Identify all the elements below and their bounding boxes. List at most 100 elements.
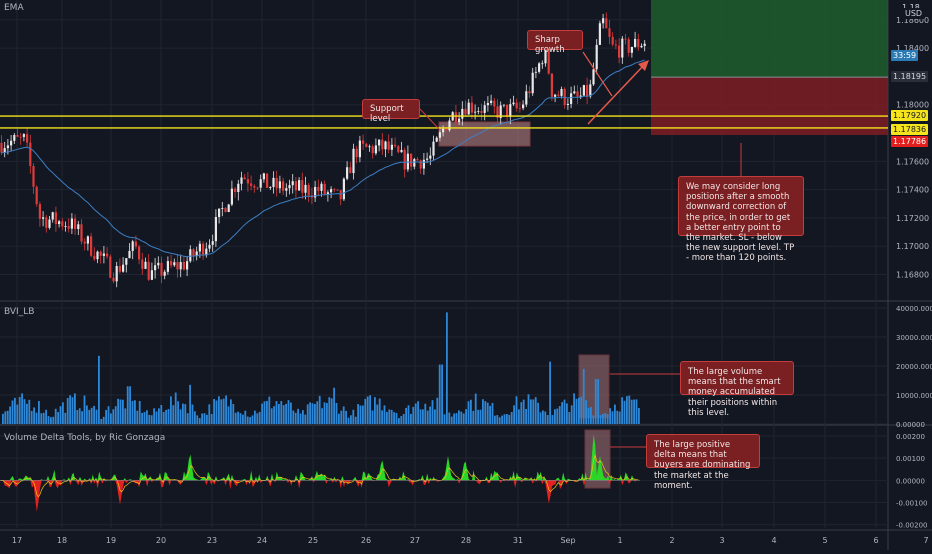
candle-body <box>554 94 557 97</box>
volume-axis-tick-label: 20000.00000 <box>896 363 932 371</box>
volume-bar <box>172 405 175 424</box>
candle-body <box>32 166 35 187</box>
volume-bar <box>530 399 532 424</box>
candle-body <box>35 186 38 205</box>
candle-body <box>336 189 339 191</box>
volume-bar <box>443 414 446 424</box>
candle-body <box>394 144 397 147</box>
candle-body <box>192 249 195 257</box>
volume-bar <box>477 409 479 424</box>
candle-body <box>67 226 70 229</box>
candle-body <box>637 38 640 48</box>
volume-bar <box>386 411 388 424</box>
volume-bar <box>515 396 518 424</box>
volume-bar <box>244 410 247 424</box>
candle-body <box>339 190 342 200</box>
volume-bar <box>626 396 628 424</box>
candle-body <box>480 111 483 113</box>
volume-bar <box>153 408 155 424</box>
volume-bar <box>544 411 547 424</box>
volume-bar <box>486 402 489 424</box>
candle-body <box>74 218 77 230</box>
candle-body <box>531 72 534 94</box>
candle-body <box>611 36 614 45</box>
volume-bar <box>249 417 251 424</box>
candle-body <box>22 134 25 137</box>
volume-bar <box>198 418 201 424</box>
candle-body <box>106 253 109 257</box>
volume-bar <box>506 414 508 424</box>
candle-body <box>189 249 192 262</box>
volume-bar <box>438 364 441 424</box>
candle-body <box>10 140 13 146</box>
volume-bar <box>494 415 496 424</box>
candle-body <box>51 212 54 220</box>
candle-body <box>90 236 93 256</box>
candle-body <box>346 167 349 179</box>
volume-bar <box>323 402 326 424</box>
candle-body <box>445 128 448 131</box>
candle-body <box>42 217 45 219</box>
candle-body <box>640 45 643 48</box>
candle-body <box>634 38 637 48</box>
candle-body <box>467 102 470 115</box>
volume-bar <box>448 412 451 424</box>
candle-body <box>128 250 131 259</box>
time-axis-tick-label: 4 <box>771 536 776 545</box>
volume-bar <box>186 413 189 424</box>
candle-body <box>304 184 307 193</box>
volume-bar <box>482 399 484 424</box>
candle-body <box>358 140 361 158</box>
volume-bar <box>338 413 340 424</box>
volume-bar <box>170 396 172 424</box>
volume-bar <box>9 406 11 424</box>
volume-axis-tick-label: 40000.00000 <box>896 305 932 313</box>
volume-bar <box>412 406 415 424</box>
volume-bar <box>225 395 227 424</box>
candle-body <box>96 251 99 260</box>
volume-bar <box>350 415 352 424</box>
volume-bar <box>191 404 194 424</box>
candle-body <box>112 277 115 282</box>
volume-bar <box>280 401 283 424</box>
time-axis-tick-label: 19 <box>106 536 116 545</box>
volume-bar <box>194 411 196 424</box>
volume-bar <box>460 411 463 424</box>
stop-loss-zone <box>651 77 888 135</box>
volume-bar <box>93 405 95 424</box>
candle-body <box>80 224 83 242</box>
support-level-callout: Support level <box>362 99 420 124</box>
volume-bar <box>388 409 391 424</box>
volume-bar <box>558 406 561 424</box>
volume-bar <box>422 409 424 424</box>
volume-bar <box>393 412 395 424</box>
volume-bar <box>436 397 439 424</box>
candle-body <box>598 23 601 45</box>
candle-body <box>61 221 64 227</box>
candle-body <box>115 266 118 282</box>
candle-body <box>515 102 518 109</box>
candle-body <box>243 177 246 180</box>
volume-bar <box>374 397 376 424</box>
volume-bar <box>4 411 7 424</box>
volume-bar <box>597 379 599 424</box>
volume-bar <box>136 410 139 424</box>
volume-bar <box>112 409 115 424</box>
candle-body <box>13 135 16 141</box>
volume-bar <box>371 410 374 424</box>
volume-bar <box>30 410 33 424</box>
volume-bar <box>26 403 28 424</box>
volume-bar <box>590 407 592 424</box>
volume-bar <box>616 410 619 424</box>
candle-body <box>102 253 105 256</box>
volume-bar <box>566 403 568 424</box>
volume-bar <box>462 413 465 424</box>
volume-bar <box>105 409 107 424</box>
volume-bar <box>309 402 311 424</box>
candle-body <box>291 181 294 186</box>
volume-bar <box>554 409 556 424</box>
candle-body <box>429 155 432 159</box>
volume-bar <box>237 411 239 424</box>
